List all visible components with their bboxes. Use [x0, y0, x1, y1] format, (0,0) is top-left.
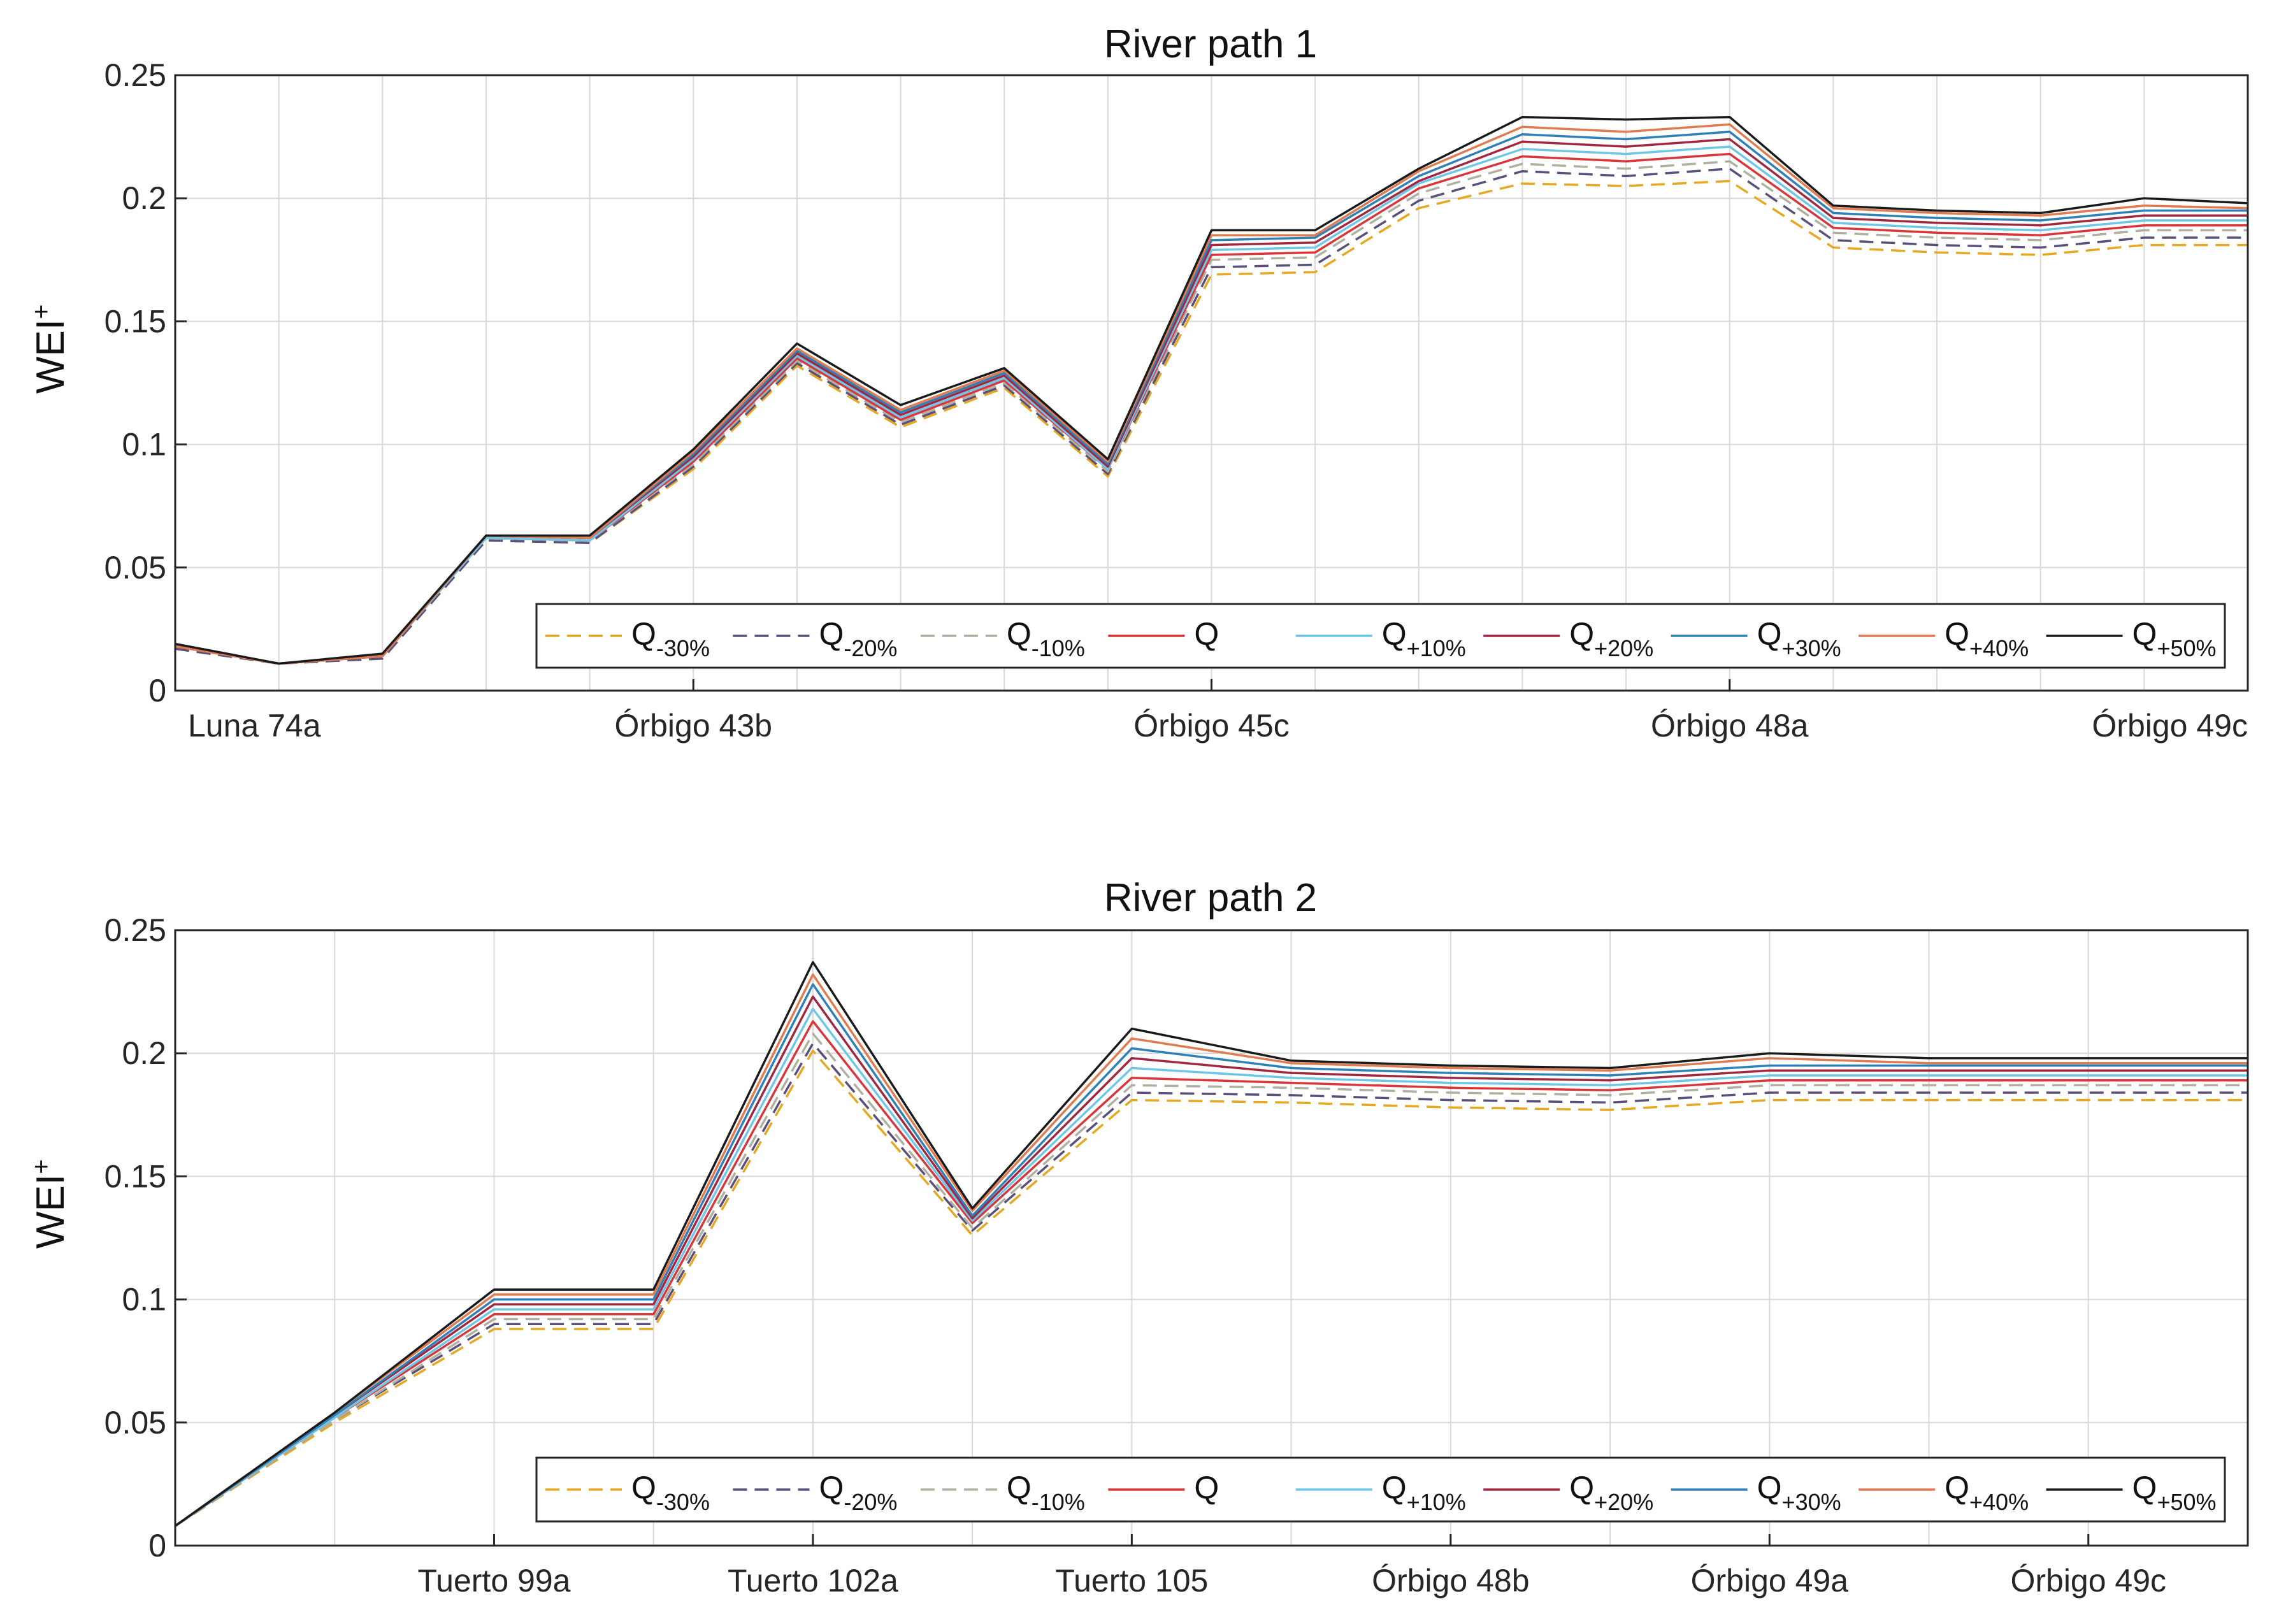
y-tick-label: 0.25: [104, 57, 166, 93]
y-tick-label: 0: [148, 673, 166, 708]
panel-1-y-ticks: 0 0.05 0.1 0.15 0.2 0.25: [104, 57, 187, 708]
y-tick-label: 0: [148, 1528, 166, 1563]
legend-label: Q-30%: [631, 616, 710, 661]
y-tick-label: 0.15: [104, 303, 166, 339]
panel-1-grid: [175, 75, 2248, 691]
x-tick-label: Órbigo 45c: [1133, 708, 1290, 744]
legend-label: Q+20%: [1569, 1470, 1653, 1515]
series-line: [174, 961, 2248, 1527]
legend-label: Q+10%: [1382, 616, 1466, 661]
legend-label: Q+40%: [1945, 1470, 2029, 1515]
legend-label: Q+20%: [1569, 616, 1653, 661]
x-tick-label: Tuerto 99a: [417, 1563, 570, 1599]
legend-label: Q+10%: [1382, 1470, 1466, 1515]
panel-2-x-ticks: Tuerto 99a Tuerto 102a Tuerto 105 Órbigo 48…: [417, 1534, 2166, 1599]
x-tick-label: Órbigo 48b: [1372, 1563, 1529, 1599]
legend-box: [535, 603, 2226, 669]
panel-2-title: River path 2: [1104, 876, 1317, 920]
panel-2-axes-box: [174, 929, 2249, 1547]
panel-2-series: [174, 961, 2248, 1527]
panel-1-ylabel: WEI+: [27, 305, 73, 394]
legend-label: Q+40%: [1945, 616, 2029, 661]
x-tick-label: Tuerto 102a: [728, 1563, 898, 1599]
legend-label: Q-20%: [819, 1470, 897, 1515]
legend-box: [535, 1456, 2226, 1523]
y-tick-label: 0.1: [122, 427, 166, 463]
legend-label: Q-10%: [1007, 1470, 1085, 1515]
legend-label: Q+50%: [2132, 616, 2217, 661]
series-line: [175, 1049, 2248, 1527]
series-line: [175, 983, 2248, 1527]
legend-label: Q+50%: [2132, 1470, 2217, 1515]
series-line: [175, 995, 2248, 1527]
y-tick-label: 0.15: [104, 1158, 166, 1194]
series-line: [175, 1042, 2248, 1527]
x-tick-label: Órbigo 49c: [2092, 708, 2248, 744]
legend-label: Q+30%: [1757, 1470, 1841, 1515]
x-tick-label: Órbigo 49a: [1691, 1563, 1849, 1599]
x-tick-label: Órbigo 43b: [615, 708, 772, 744]
y-tick-label: 0.25: [104, 912, 166, 948]
legend-label: Q-30%: [631, 1470, 710, 1515]
y-tick-label: 0.1: [122, 1282, 166, 1318]
y-tick-label: 0.05: [104, 1405, 166, 1441]
panel-1-title: River path 1: [1104, 22, 1317, 66]
y-tick-label: 0.2: [122, 1035, 166, 1071]
series-line: [174, 973, 2248, 1527]
x-tick-label: Órbigo 48a: [1651, 708, 1809, 744]
legend-label: Q+30%: [1757, 616, 1841, 661]
x-tick-label: Órbigo 49c: [2010, 1563, 2166, 1599]
series-line: [175, 145, 2248, 665]
panel-1-x-ticks: Luna 74a Órbigo 43b Órbigo 45c Órbigo 48a Ór…: [174, 679, 2249, 744]
series-line: [175, 168, 2248, 665]
x-tick-label: Luna 74a: [188, 708, 321, 744]
series-line: [175, 1007, 2248, 1527]
series-line: [175, 115, 2248, 665]
panel-2-ylabel: WEI+: [27, 1160, 73, 1249]
y-tick-label: 0.05: [104, 550, 166, 586]
legend-label: Q-20%: [819, 616, 897, 661]
series-line: [175, 1020, 2248, 1527]
panel-2-legend: Q-30% Q-20% Q-10% Q Q+10% Q+20% Q+30% Q+40% Q+50…: [535, 1456, 2226, 1523]
panel-2: River path 2 WEI+ 0 0.05 0.1 0.15 0.2 0.25 Tu…: [27, 876, 2249, 1599]
series-line: [175, 1032, 2248, 1527]
x-tick-label: Tuerto 105: [1055, 1563, 1208, 1599]
panel-2-y-ticks: 0 0.05 0.1 0.15 0.2 0.25: [104, 912, 187, 1563]
panel-1-series: [175, 115, 2248, 665]
y-tick-label: 0.2: [122, 180, 166, 216]
legend-label: Q: [1194, 1470, 1219, 1505]
panel-1: River path 1 WEI+ 0 0.05 0.1 0.15 0.2 0.25 Lu…: [27, 22, 2249, 744]
legend-label: Q: [1194, 616, 1219, 652]
legend-label: Q-10%: [1007, 616, 1085, 661]
panel-1-legend: Q-30% Q-20% Q-10% Q Q+10% Q+20% Q+30% Q+40% Q+50…: [535, 603, 2226, 669]
